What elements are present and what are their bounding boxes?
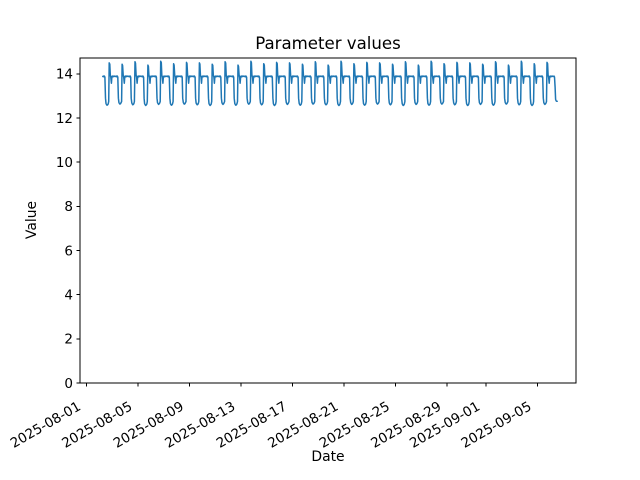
parameter-series-line (102, 60, 558, 107)
y-axis-label: Value (24, 201, 40, 239)
y-tick-label: 4 (64, 287, 73, 303)
y-tick-label: 12 (56, 111, 73, 127)
y-tick-label: 8 (64, 199, 73, 215)
y-tick-label: 2 (64, 332, 73, 348)
chart-title: Parameter values (255, 34, 401, 53)
y-tick-label: 0 (64, 376, 73, 392)
y-tick-label: 10 (56, 155, 73, 171)
y-tick-label: 14 (56, 67, 73, 83)
x-axis: 2025-08-012025-08-052025-08-092025-08-13… (8, 383, 538, 452)
y-tick-label: 6 (64, 243, 73, 259)
y-axis: 0 2 4 6 8 10 12 14 (56, 67, 80, 392)
plot-area-border (79, 57, 577, 384)
x-axis-label: Date (311, 449, 344, 465)
